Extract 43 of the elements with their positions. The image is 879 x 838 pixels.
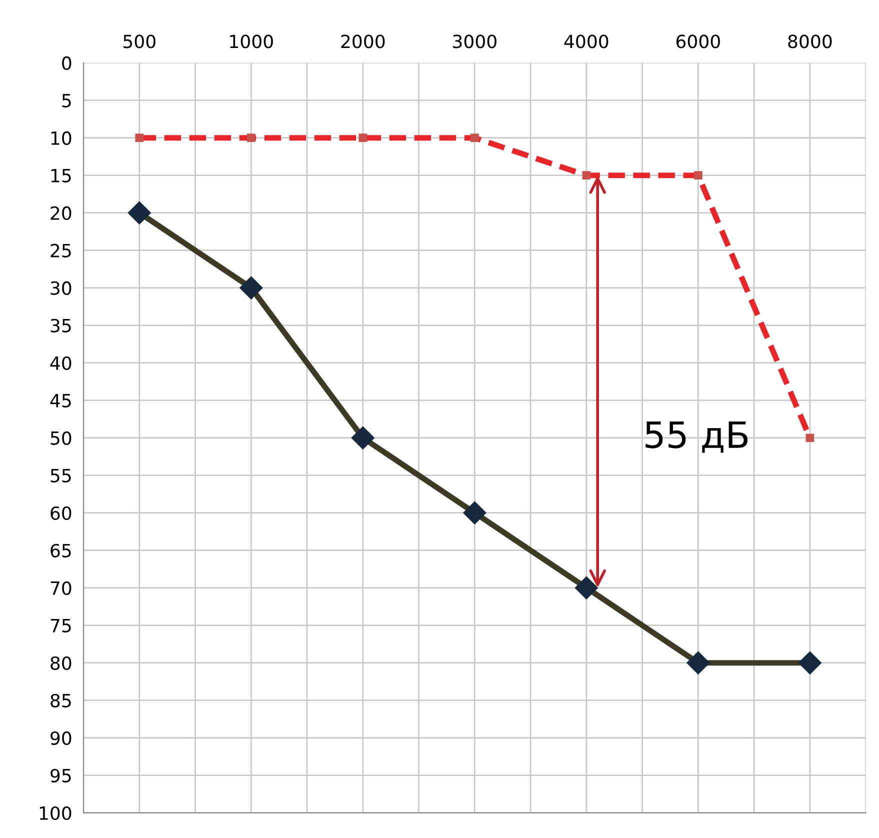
x-tick-label: 1000 [230, 34, 273, 48]
point [135, 134, 144, 142]
point [694, 171, 702, 180]
y-tick-label: 75 [50, 619, 71, 632]
point [470, 134, 479, 142]
y-tick-label: 80 [50, 656, 72, 670]
y-tick-label: 35 [50, 318, 71, 332]
x-tick-label: 4000 [564, 34, 608, 48]
point [240, 276, 263, 300]
y-tick-label: 60 [50, 506, 72, 520]
y-tick-label: 45 [50, 394, 71, 408]
y-tick-label: 55 [50, 469, 71, 482]
x-tick-label: 2000 [341, 34, 385, 48]
x-tick-label: 6000 [676, 34, 720, 48]
point [246, 134, 256, 142]
x-tick-label: 3000 [453, 34, 496, 48]
point [463, 501, 486, 524]
y-tick-label: 100 [40, 806, 72, 820]
point [574, 576, 598, 600]
y-tick-label: 95 [50, 768, 71, 782]
y-tick-label: 85 [50, 694, 71, 708]
y-tick-label: 20 [50, 206, 72, 220]
x-tick-label: 500 [124, 34, 156, 48]
y-tick-label: 30 [50, 281, 72, 295]
y-tick-label: 0 [62, 56, 72, 70]
x-tick-label: 8000 [788, 34, 832, 48]
point [358, 134, 368, 142]
annotation: 55 дБ [646, 421, 748, 453]
y-tick-label: 25 [50, 244, 71, 258]
y-tick-label: 5 [62, 94, 71, 108]
point [128, 201, 151, 224]
y-tick-label: 90 [50, 731, 72, 745]
y-tick-label: 10 [51, 131, 72, 145]
point [686, 651, 710, 674]
point [582, 171, 591, 180]
point [806, 434, 814, 442]
y-tick-label: 65 [50, 544, 71, 558]
y-tick-label: 50 [50, 431, 72, 445]
y-tick-label: 15 [51, 169, 71, 182]
y-tick-label: 70 [50, 581, 72, 595]
point [351, 426, 374, 450]
y-tick-label: 40 [50, 356, 72, 370]
point [798, 651, 822, 674]
